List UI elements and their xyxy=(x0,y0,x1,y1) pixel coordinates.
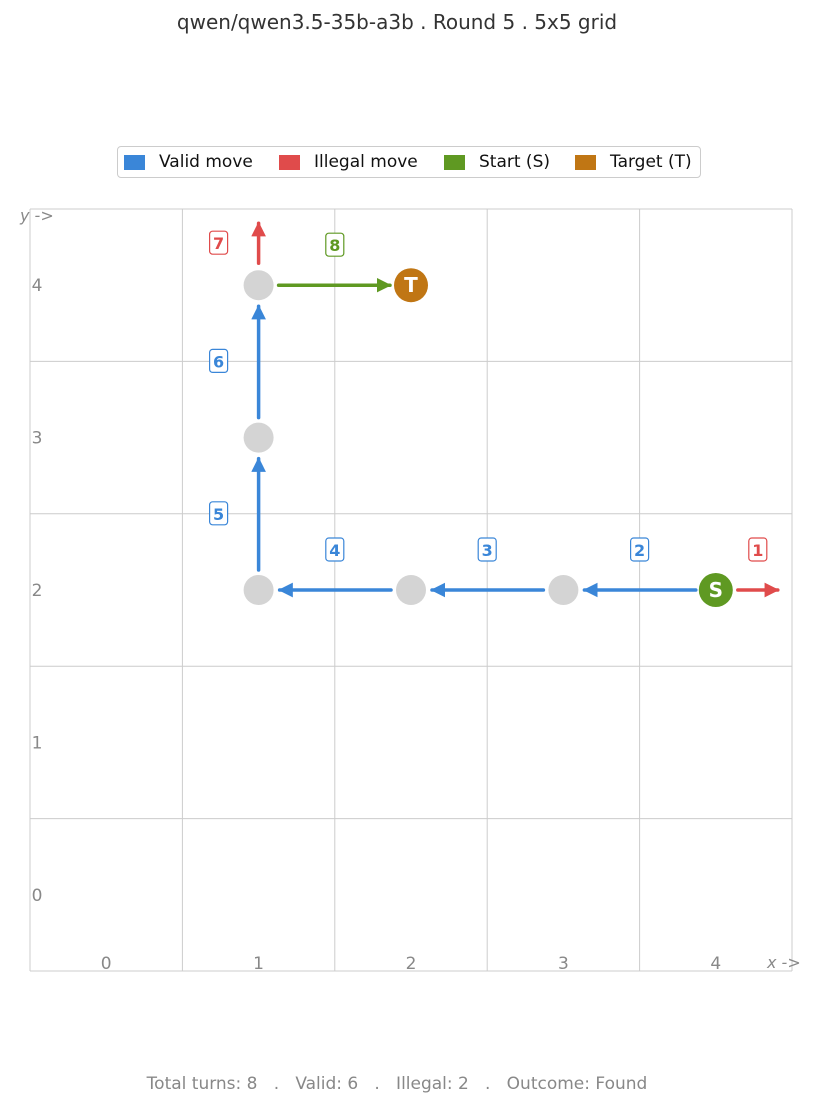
turn-label-text: 6 xyxy=(213,352,224,371)
turn-label-box xyxy=(477,537,497,562)
y-tick-label: 1 xyxy=(32,733,43,753)
turn-label-text: 2 xyxy=(634,541,645,560)
chart-title: qwen/qwen3.5-35b-a3b . Round 5 . 5x5 gri… xyxy=(176,10,618,34)
valid-swatch xyxy=(124,154,145,170)
x-tick-label: 4 xyxy=(710,954,721,974)
visited-cell-marker xyxy=(548,575,579,605)
start-swatch xyxy=(444,154,465,170)
legend-item-target: Target (T) xyxy=(575,147,692,177)
x-tick-label: 0 xyxy=(101,954,112,974)
summary-footer: Total turns: 8 . Valid: 6 . Illegal: 2 .… xyxy=(146,1074,648,1094)
target-marker: T xyxy=(394,268,428,303)
turn-labels: 1 2 3 4 5 6 7 8 xyxy=(209,230,768,562)
move-arrows xyxy=(251,221,780,598)
x-tick-label: 1 xyxy=(253,954,264,974)
start-marker: S xyxy=(698,573,733,607)
axis-labels: x -> y -> 0 1 2 3 4 0 1 2 3 4 xyxy=(19,206,801,974)
visited-cell-marker xyxy=(396,575,426,605)
legend: Valid move Illegal move Start (S) Target… xyxy=(117,146,701,178)
turn-label-box xyxy=(629,537,650,562)
turn-label: 3 xyxy=(477,537,497,562)
legend-item-valid: Valid move xyxy=(124,147,253,177)
target-swatch xyxy=(575,154,596,170)
turn-label-box xyxy=(325,232,345,257)
turn-label-box xyxy=(748,537,768,562)
legend-label-start: Start (S) xyxy=(479,152,550,172)
turn-label-box xyxy=(209,348,229,373)
start-marker-circle xyxy=(698,573,733,607)
turn-label: 8 xyxy=(325,232,345,257)
grid-lines xyxy=(29,208,793,972)
visited-cell-marker xyxy=(243,575,274,605)
x-tick-label: 2 xyxy=(406,954,417,974)
legend-label-target: Target (T) xyxy=(610,152,692,172)
target-marker-label: T xyxy=(404,273,418,297)
turn-label: 6 xyxy=(209,348,229,373)
illegal-swatch xyxy=(279,154,300,170)
turn-label-box xyxy=(325,537,345,562)
visited-cell-marker xyxy=(243,270,274,301)
y-tick-label: 3 xyxy=(32,429,43,449)
turn-label: 2 xyxy=(629,537,650,562)
turn-label: 5 xyxy=(209,501,229,526)
y-tick-label: 0 xyxy=(32,886,43,906)
legend-label-illegal: Illegal move xyxy=(314,152,418,172)
start-marker-label: S xyxy=(709,578,723,602)
y-tick-label: 4 xyxy=(32,276,43,296)
turn-label-text: 7 xyxy=(213,234,224,253)
turn-label-text: 5 xyxy=(213,505,224,524)
visited-cell-marker xyxy=(243,422,274,453)
turn-label-text: 4 xyxy=(329,541,340,560)
y-axis-label: y -> xyxy=(19,206,54,225)
turn-label: 7 xyxy=(209,230,229,255)
y-tick-label: 2 xyxy=(32,581,43,601)
turn-label: 1 xyxy=(748,537,768,562)
turn-label-text: 8 xyxy=(329,236,340,255)
turn-label-box xyxy=(209,501,229,526)
turn-label-box xyxy=(209,230,229,255)
x-tick-label: 3 xyxy=(558,954,569,974)
legend-item-illegal: Illegal move xyxy=(279,147,418,177)
x-axis-label: x -> xyxy=(766,953,801,972)
turn-label-text: 1 xyxy=(752,541,763,560)
legend-label-valid: Valid move xyxy=(159,152,253,172)
cell-markers: ST xyxy=(243,268,733,607)
turn-label: 4 xyxy=(325,537,345,562)
target-marker-circle xyxy=(394,268,428,303)
legend-item-start: Start (S) xyxy=(444,147,550,177)
turn-label-text: 3 xyxy=(482,541,493,560)
